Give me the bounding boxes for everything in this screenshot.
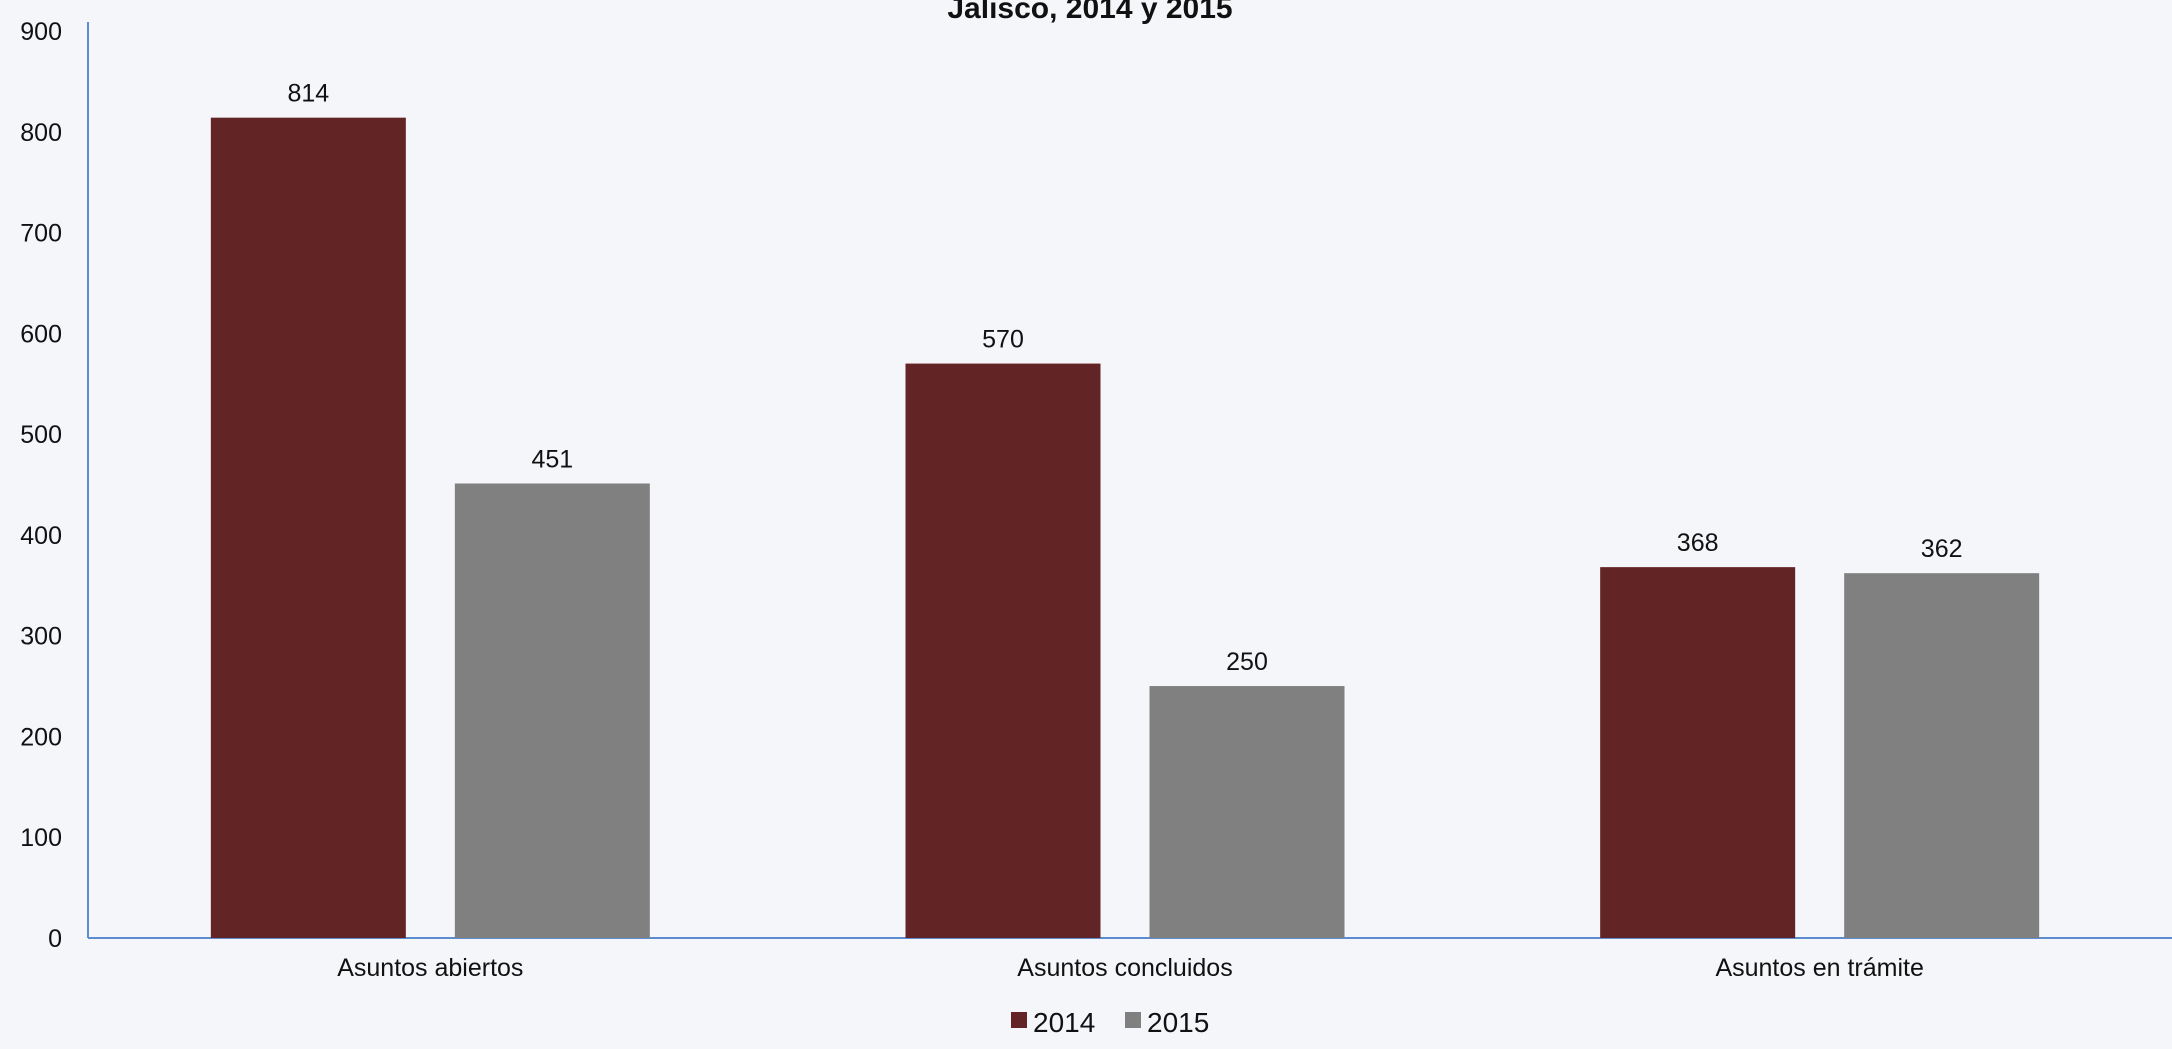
x-axis-categories: Asuntos abiertos Asuntos concluidos Asunto… xyxy=(337,954,1924,982)
data-labels-group: 814 451 570 250 368 362 xyxy=(287,80,1962,676)
y-tick-label: 0 xyxy=(48,925,62,953)
data-label: 250 xyxy=(1226,648,1268,676)
legend-swatch-2015 xyxy=(1125,1012,1141,1028)
bar-2015[interactable] xyxy=(454,483,650,938)
x-category-label: Asuntos concluidos xyxy=(1017,954,1232,982)
y-tick-label: 900 xyxy=(20,18,62,46)
y-tick-label: 700 xyxy=(20,220,62,248)
bar-2014[interactable] xyxy=(210,117,406,939)
bars-group xyxy=(210,117,2040,939)
legend-swatch-2014 xyxy=(1011,1012,1027,1028)
bar-2014[interactable] xyxy=(1600,567,1796,938)
data-label: 362 xyxy=(1921,535,1963,563)
y-tick-label: 100 xyxy=(20,824,62,852)
bar-2015[interactable] xyxy=(1844,573,2040,938)
y-tick-label: 300 xyxy=(20,623,62,651)
bar-2014[interactable] xyxy=(905,363,1101,939)
x-category-label: Asuntos abiertos xyxy=(337,954,523,982)
data-label: 814 xyxy=(287,80,329,108)
data-label: 570 xyxy=(982,326,1024,354)
y-tick-label: 800 xyxy=(20,119,62,147)
y-tick-label: 200 xyxy=(20,723,62,751)
data-label: 368 xyxy=(1677,529,1719,557)
y-tick-label: 500 xyxy=(20,421,62,449)
legend-label-2014: 2014 xyxy=(1033,1007,1095,1038)
data-label: 451 xyxy=(531,445,573,473)
bar-2015[interactable] xyxy=(1149,686,1345,938)
y-tick-label: 600 xyxy=(20,320,62,348)
chart-title: Jalisco, 2014 y 2015 xyxy=(947,0,1232,25)
legend[interactable]: 2014 2015 xyxy=(1011,1007,1209,1038)
y-axis-ticks: 0 100 200 300 400 500 600 700 800 900 xyxy=(20,18,62,953)
y-tick-label: 400 xyxy=(20,522,62,550)
legend-label-2015: 2015 xyxy=(1147,1007,1209,1038)
x-category-label: Asuntos en trámite xyxy=(1715,954,1923,982)
